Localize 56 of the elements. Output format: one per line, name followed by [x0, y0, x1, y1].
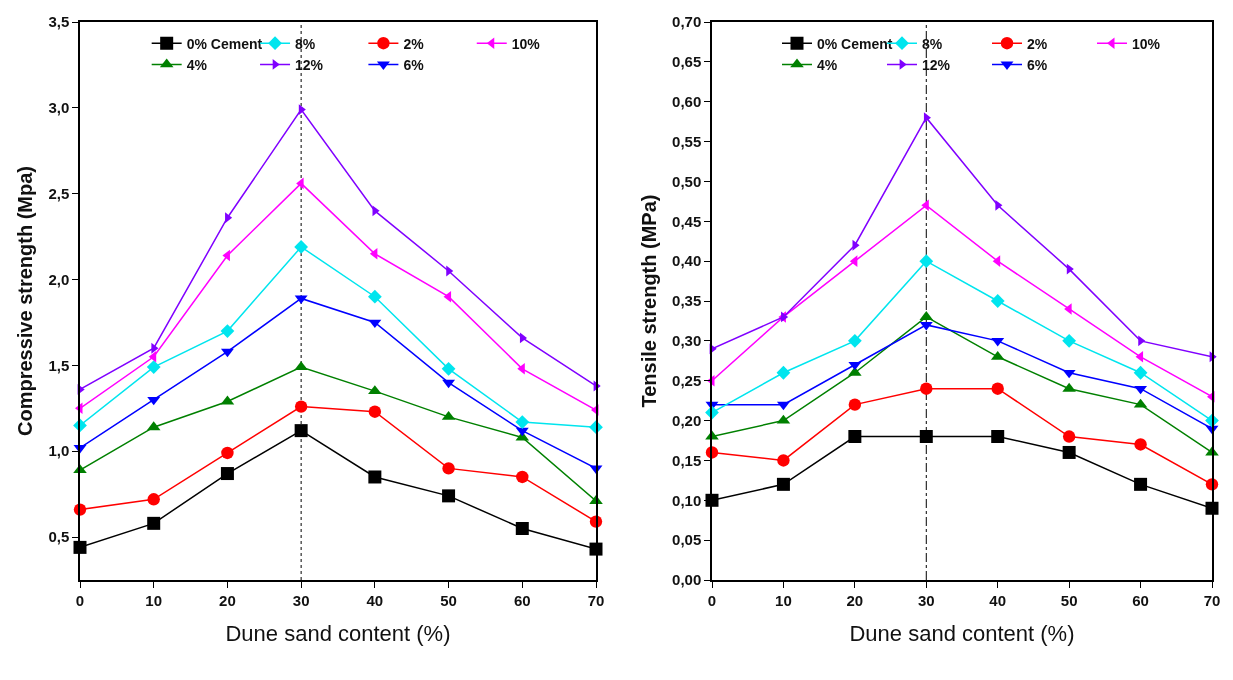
x-tick-label: 50 — [440, 591, 457, 609]
y-tick-label: 0,65 — [672, 53, 702, 71]
legend-label: 4% — [817, 56, 838, 73]
x-tick-label: 70 — [1203, 591, 1221, 609]
x-axis-title: Dune sand content (%) — [849, 621, 1075, 647]
y-tick-label: 0,15 — [672, 451, 702, 469]
x-tick-label: 30 — [917, 591, 935, 609]
y-tick-label: 3,5 — [48, 13, 70, 31]
legend-label: 8% — [922, 35, 943, 52]
x-tick-label: 60 — [513, 591, 531, 609]
x-tick-label: 10 — [145, 591, 163, 609]
y-tick-label: 1,0 — [48, 442, 70, 460]
y-tick-label: 0,10 — [672, 491, 702, 509]
legend-label: 6% — [403, 56, 425, 73]
legend-label: 8% — [295, 35, 316, 52]
y-tick-label: 0,25 — [672, 371, 702, 389]
y-tick-label: 3,0 — [48, 99, 70, 117]
x-tick-label: 40 — [366, 591, 384, 609]
y-tick-label: 0,45 — [672, 212, 702, 230]
y-tick-label: 0,35 — [672, 292, 702, 310]
y-tick-label: 0,30 — [672, 332, 702, 350]
y-axis-title: Tensile strength (MPa) — [638, 194, 661, 408]
y-axis-title: Compressive strength (Mpa) — [14, 165, 37, 437]
legend-label: 12% — [295, 56, 324, 73]
x-tick-label: 60 — [1132, 591, 1149, 609]
legend-label: 6% — [1027, 56, 1048, 73]
y-tick-label: 2,0 — [48, 270, 70, 288]
y-tick-label: 0,20 — [672, 411, 702, 429]
x-tick-label: 20 — [219, 591, 236, 609]
y-tick-label: 0,5 — [48, 528, 70, 546]
legend-label: 2% — [403, 35, 425, 52]
x-tick-label: 50 — [1060, 591, 1078, 609]
y-tick-label: 0,40 — [672, 252, 702, 270]
legend-label: 4% — [186, 56, 208, 73]
x-tick-label: 10 — [775, 591, 792, 609]
legend-label: 0% Cement — [817, 35, 893, 52]
x-tick-label: 70 — [587, 591, 605, 609]
x-tick-label: 0 — [75, 591, 85, 609]
x-axis-title: Dune sand content (%) — [225, 621, 451, 647]
y-tick-label: 0,70 — [672, 13, 702, 31]
x-tick-label: 20 — [846, 591, 864, 609]
y-tick-label: 0,55 — [672, 132, 702, 150]
y-tick-label: 1,5 — [48, 356, 70, 374]
y-tick-label: 2,5 — [48, 184, 70, 202]
legend-label: 12% — [922, 56, 951, 73]
y-tick-label: 0,00 — [672, 571, 702, 589]
x-tick-label: 40 — [989, 591, 1007, 609]
y-tick-label: 0,60 — [672, 92, 702, 110]
y-tick-label: 0,05 — [672, 531, 702, 549]
legend-label: 0% Cement — [186, 35, 263, 52]
legend-label: 10% — [511, 35, 541, 52]
x-tick-label: 30 — [292, 591, 310, 609]
legend-label: 2% — [1027, 35, 1048, 52]
y-tick-label: 0,50 — [672, 172, 702, 190]
legend-label: 10% — [1132, 35, 1161, 52]
x-tick-label: 0 — [707, 591, 717, 609]
